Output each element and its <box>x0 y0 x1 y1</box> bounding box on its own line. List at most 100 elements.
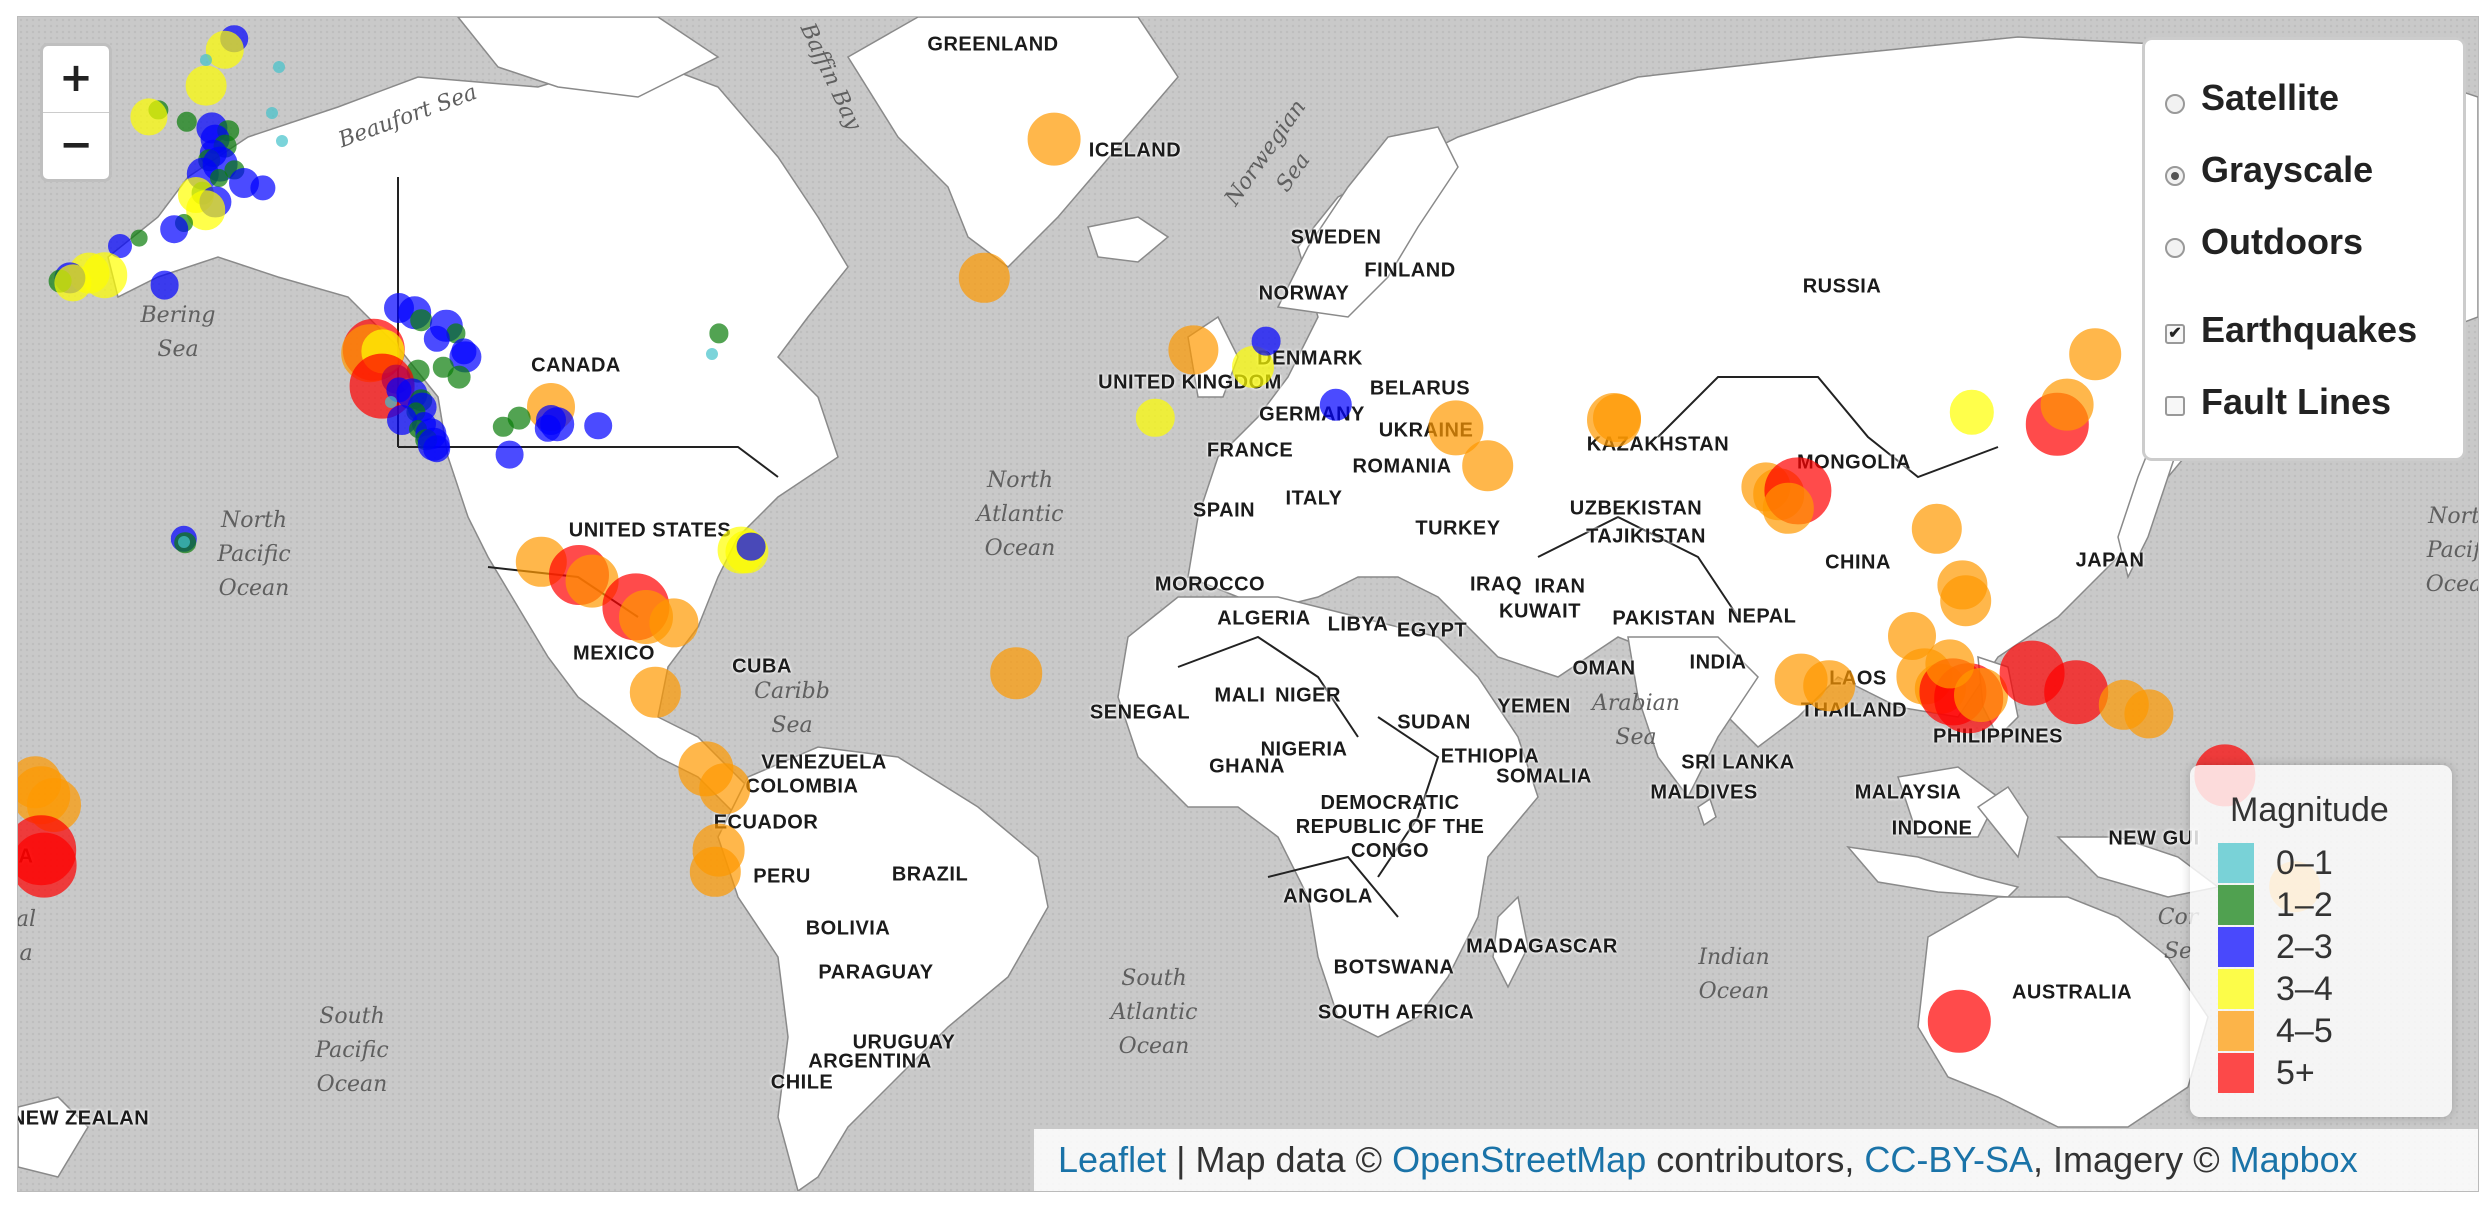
map-container[interactable]: GREENLAND ICELAND SWEDEN FINLAND NORWAY … <box>17 16 2479 1192</box>
earthquake-marker[interactable] <box>1168 325 1218 375</box>
earthquake-marker[interactable] <box>2040 378 2094 431</box>
earthquake-marker[interactable] <box>160 215 188 243</box>
earthquake-marker[interactable] <box>185 65 227 107</box>
legend-swatch <box>2218 1053 2254 1093</box>
base-layer-outdoors[interactable]: Outdoors <box>2165 206 2463 278</box>
earthquake-marker[interactable] <box>1911 503 1963 554</box>
earthquake-marker[interactable] <box>1803 660 1856 712</box>
earthquake-marker[interactable] <box>199 54 212 67</box>
layer-label: Satellite <box>2201 77 2340 118</box>
earthquake-marker[interactable] <box>737 532 766 562</box>
attribution-text: | Map data © <box>1166 1139 1393 1180</box>
legend-item: 4–5 <box>2218 1010 2452 1052</box>
earthquake-marker[interactable] <box>2124 689 2174 739</box>
openstreetmap-link[interactable]: OpenStreetMap <box>1392 1139 1647 1180</box>
earthquake-marker[interactable] <box>630 666 681 718</box>
earthquake-marker[interactable] <box>1593 394 1642 443</box>
magnitude-legend: Magnitude 0–1 1–2 2–3 3–4 4–5 5+ <box>2190 765 2452 1117</box>
earthquake-marker[interactable] <box>447 365 471 389</box>
earthquake-marker[interactable] <box>209 168 228 187</box>
earthquake-marker[interactable] <box>1925 639 1975 689</box>
earthquake-marker[interactable] <box>699 762 751 815</box>
legend-swatch <box>2218 1011 2254 1051</box>
earthquake-marker[interactable] <box>493 416 514 437</box>
earthquake-marker[interactable] <box>205 30 245 69</box>
legend-label: 5+ <box>2276 1053 2315 1092</box>
earthquake-marker[interactable] <box>272 61 285 74</box>
earthquake-marker[interactable] <box>451 338 477 365</box>
legend-item: 0–1 <box>2218 842 2452 884</box>
earthquake-marker[interactable] <box>1939 574 1992 627</box>
legend-label: 2–3 <box>2276 927 2333 966</box>
radio-button[interactable] <box>2165 238 2185 258</box>
earthquake-marker[interactable] <box>959 252 1010 304</box>
earthquake-marker[interactable] <box>150 270 180 300</box>
legend-swatch <box>2218 843 2254 883</box>
earthquake-marker[interactable] <box>534 414 561 442</box>
earthquake-marker[interactable] <box>690 846 741 898</box>
attribution-bar: Leaflet | Map data © OpenStreetMap contr… <box>1034 1129 2478 1191</box>
earthquake-marker[interactable] <box>2069 328 2122 380</box>
earthquake-marker[interactable] <box>1027 112 1081 166</box>
earthquake-marker[interactable] <box>176 111 198 132</box>
legend-label: 0–1 <box>2276 843 2333 882</box>
attribution-text: , Imagery © <box>2033 1139 2230 1180</box>
earthquake-marker[interactable] <box>423 434 451 463</box>
earthquake-marker[interactable] <box>18 832 77 898</box>
earthquake-marker[interactable] <box>584 412 613 440</box>
earthquake-marker[interactable] <box>708 323 729 344</box>
layer-label: Outdoors <box>2201 221 2363 262</box>
layer-separator <box>2165 278 2463 294</box>
zoom-control: + − <box>40 43 112 182</box>
earthquake-marker[interactable] <box>1954 668 2009 723</box>
earthquake-marker[interactable] <box>1949 390 1995 435</box>
legend-label: 1–2 <box>2276 885 2333 924</box>
overlay-fault-lines[interactable]: Fault Lines <box>2165 366 2463 438</box>
legend-swatch <box>2218 927 2254 967</box>
cc-by-sa-link[interactable]: CC-BY-SA <box>1864 1139 2034 1180</box>
base-layer-grayscale[interactable]: Grayscale <box>2165 134 2463 206</box>
earthquake-marker[interactable] <box>1461 439 1514 492</box>
earthquake-marker[interactable] <box>1928 989 1991 1053</box>
earthquake-marker[interactable] <box>1136 398 1175 438</box>
layer-label: Earthquakes <box>2201 309 2418 350</box>
earthquake-marker[interactable] <box>130 229 148 247</box>
earthquake-marker[interactable] <box>54 264 92 302</box>
earthquake-marker[interactable] <box>1319 388 1352 421</box>
attribution-text: contributors, <box>1646 1139 1865 1180</box>
zoom-in-button[interactable]: + <box>59 55 93 101</box>
radio-button[interactable] <box>2165 166 2185 186</box>
overlay-earthquakes[interactable]: ✔ Earthquakes <box>2165 294 2463 366</box>
checkbox[interactable]: ✔ <box>2165 324 2185 344</box>
legend-swatch <box>2218 885 2254 925</box>
zoom-out-button[interactable]: − <box>43 112 109 179</box>
layers-control: Satellite Grayscale Outdoors ✔ Earthquak… <box>2142 37 2466 461</box>
legend-label: 3–4 <box>2276 969 2333 1008</box>
legend-item: 2–3 <box>2218 926 2452 968</box>
earthquake-marker[interactable] <box>384 396 397 409</box>
earthquake-marker[interactable] <box>990 647 1042 700</box>
earthquake-marker[interactable] <box>130 98 168 136</box>
earthquake-marker[interactable] <box>1251 326 1281 356</box>
legend-item: 5+ <box>2218 1052 2452 1094</box>
earthquake-marker[interactable] <box>177 536 190 549</box>
earthquake-marker[interactable] <box>1763 482 1814 534</box>
earthquake-marker[interactable] <box>275 134 288 147</box>
layer-label: Grayscale <box>2201 149 2374 190</box>
leaflet-link[interactable]: Leaflet <box>1058 1139 1167 1180</box>
earthquake-marker[interactable] <box>495 440 525 469</box>
radio-button[interactable] <box>2165 94 2185 114</box>
mapbox-link[interactable]: Mapbox <box>2229 1139 2358 1180</box>
earthquake-marker[interactable] <box>266 106 279 119</box>
legend-swatch <box>2218 969 2254 1009</box>
earthquake-marker[interactable] <box>2044 660 2109 724</box>
base-layer-satellite[interactable]: Satellite <box>2165 62 2463 134</box>
legend-title: Magnitude <box>2230 791 2389 829</box>
earthquake-layer[interactable] <box>18 17 2478 1191</box>
earthquake-marker[interactable] <box>250 175 276 201</box>
earthquake-marker[interactable] <box>423 325 451 353</box>
earthquake-marker[interactable] <box>706 348 719 361</box>
checkbox[interactable] <box>2165 396 2185 416</box>
legend-item: 1–2 <box>2218 884 2452 926</box>
earthquake-marker[interactable] <box>649 598 699 648</box>
